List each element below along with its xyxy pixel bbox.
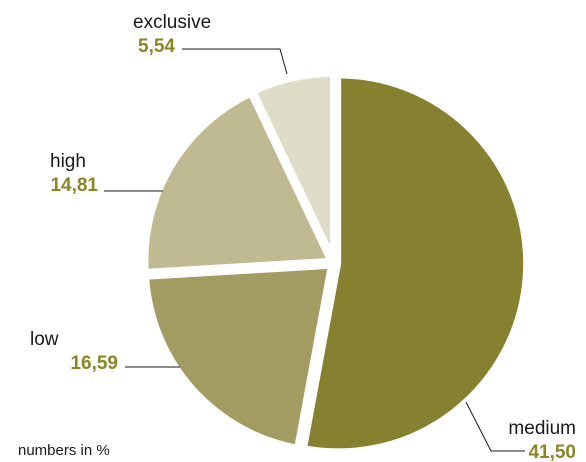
slice-value-low: 16,59 [70,353,118,374]
slice-labels: medium 41,50 low 16,59 high 14,81 exclusive 5,5… [30,12,576,462]
unit-note: numbers in % [18,442,110,459]
slice-high [142,89,336,275]
leader-line-exclusive [182,48,288,75]
slice-low [143,262,335,452]
slice-value-exclusive: 5,54 [138,36,175,57]
slice-value-high: 14,81 [50,175,98,196]
pie-slices [142,70,530,455]
slice-label-exclusive: exclusive [133,12,211,33]
slice-label-low: low [30,329,59,350]
slice-value-medium: 41,50 [528,442,576,462]
leader-lines [104,48,525,452]
slice-label-medium: medium [508,418,576,439]
slice-exclusive [249,70,337,261]
leader-line-medium [465,401,525,452]
slice-label-high: high [50,151,86,172]
slice-medium [300,72,530,455]
